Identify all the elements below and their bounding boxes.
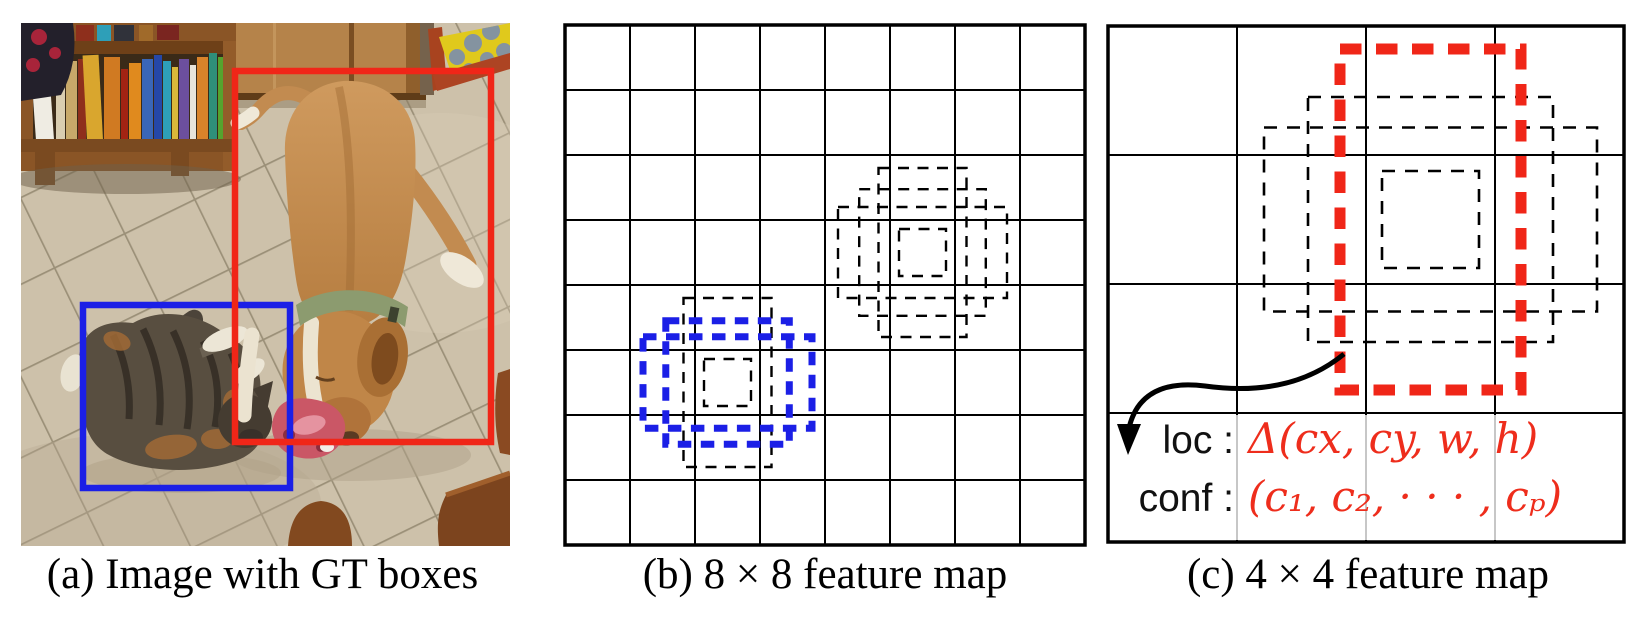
anchor-tall bbox=[682, 296, 773, 469]
wood-objects bbox=[288, 369, 510, 546]
annotation-backdrop bbox=[1110, 415, 1622, 540]
dog-collar bbox=[296, 290, 408, 327]
gt-box-dog bbox=[231, 67, 495, 446]
dog-hind-paw bbox=[440, 252, 484, 288]
anchors-dog-8x8 bbox=[836, 166, 1009, 339]
caption-panel-c: (c) 4 × 4 feature map bbox=[1186, 551, 1550, 598]
dog-tail-tip bbox=[230, 106, 260, 130]
grid-lines-4x4 bbox=[1108, 26, 1624, 542]
bookshelf bbox=[21, 23, 241, 194]
feature-map-4x4 bbox=[1106, 24, 1626, 544]
cat-hind-foot bbox=[60, 354, 86, 392]
caption-panel-b: (b) 8 × 8 feature map bbox=[642, 551, 1008, 598]
photo-panel bbox=[21, 23, 510, 546]
prediction-annotations: loc : Δ(cx, cy, w, h) conf : (c₁, c₂, · … bbox=[1112, 414, 1620, 530]
anchor-square-matched-cat bbox=[662, 317, 793, 448]
conf-label: conf : bbox=[1138, 477, 1234, 520]
anchor-tall-matched-dog bbox=[1334, 43, 1527, 396]
dog bbox=[230, 80, 484, 459]
anchor-small-square bbox=[702, 357, 753, 408]
gt-box-cat bbox=[79, 301, 294, 492]
grid-border-8x8 bbox=[563, 23, 1087, 547]
dog-spine bbox=[335, 86, 355, 312]
feature-map-8x8 bbox=[563, 23, 1087, 547]
grid-lines-8x8 bbox=[565, 25, 1085, 545]
dog-eye bbox=[315, 375, 336, 382]
dog-front-leg bbox=[236, 327, 260, 423]
arrowhead-icon bbox=[1117, 424, 1141, 455]
caption-panel-a: (a) Image with GT boxes bbox=[46, 551, 479, 598]
meat bbox=[272, 398, 346, 459]
grid-border-4x4 bbox=[1106, 24, 1626, 544]
anchors-dog-4x4 bbox=[1262, 95, 1599, 344]
curved-arrow bbox=[1117, 352, 1346, 455]
bag bbox=[21, 23, 75, 101]
loc-row: loc : Δ(cx, cy, w, h) bbox=[1112, 414, 1620, 472]
anchor-wide-matched-cat bbox=[639, 333, 816, 432]
conf-row: conf : (c₁, c₂, · · · , cₚ) bbox=[1112, 472, 1620, 530]
anchors-cat-8x8 bbox=[639, 296, 816, 469]
dog-body bbox=[284, 80, 416, 329]
cat-ear bbox=[253, 381, 273, 411]
conf-formula: (c₁, c₂, · · · , cₚ) bbox=[1248, 472, 1563, 521]
loc-label: loc : bbox=[1162, 419, 1234, 462]
collar-buckle bbox=[387, 306, 400, 323]
loc-formula: Δ(cx, cy, w, h) bbox=[1248, 414, 1539, 463]
